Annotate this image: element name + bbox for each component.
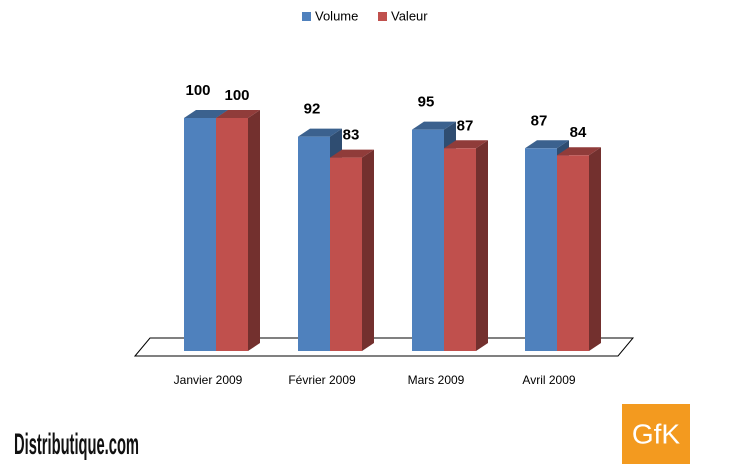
- data-label: 100: [224, 87, 249, 104]
- bar: [557, 147, 601, 351]
- bar-side: [362, 149, 374, 351]
- bar-front: [557, 155, 589, 351]
- bar-front: [412, 129, 444, 351]
- bar-side: [248, 110, 260, 351]
- bar-front: [216, 118, 248, 351]
- data-label: 83: [343, 127, 360, 144]
- bar-top: [330, 149, 374, 158]
- bar-top: [557, 147, 601, 156]
- data-label: 87: [457, 117, 474, 134]
- bar-top: [184, 110, 228, 118]
- x-tick-label: Avril 2009: [522, 373, 575, 387]
- bar-front: [525, 148, 557, 351]
- bar: [216, 110, 260, 351]
- source-logo: [622, 404, 690, 464]
- x-tick-label: Février 2009: [288, 373, 356, 387]
- x-tick-label: Mars 2009: [408, 373, 465, 387]
- bar: [330, 149, 374, 351]
- bar: [444, 140, 488, 351]
- publisher-logo: Distributique.com: [14, 428, 139, 461]
- bar-front: [184, 118, 216, 351]
- data-label: 100: [185, 82, 210, 99]
- bar-side: [589, 147, 601, 351]
- legend-swatch: [378, 12, 387, 21]
- bar-top: [298, 128, 342, 137]
- data-label: 84: [570, 124, 587, 141]
- legend-label: Volume: [315, 8, 358, 23]
- bar-front: [298, 136, 330, 351]
- bar-front: [444, 148, 476, 351]
- bar-top: [216, 110, 260, 118]
- data-label: 87: [531, 112, 548, 129]
- bar-front: [330, 157, 362, 351]
- publisher: Distributique.com: [14, 428, 139, 461]
- legend-label: Valeur: [391, 8, 428, 23]
- legend-swatch: [302, 12, 311, 21]
- bar-top: [444, 140, 488, 149]
- bar-top: [412, 121, 456, 130]
- plot: [184, 110, 601, 352]
- source: GfK: [632, 418, 681, 449]
- bar-top: [525, 140, 569, 149]
- bar-side: [476, 140, 488, 351]
- data-label: 92: [304, 101, 321, 118]
- x-tick-label: Janvier 2009: [174, 373, 243, 387]
- data-label: 95: [418, 94, 435, 111]
